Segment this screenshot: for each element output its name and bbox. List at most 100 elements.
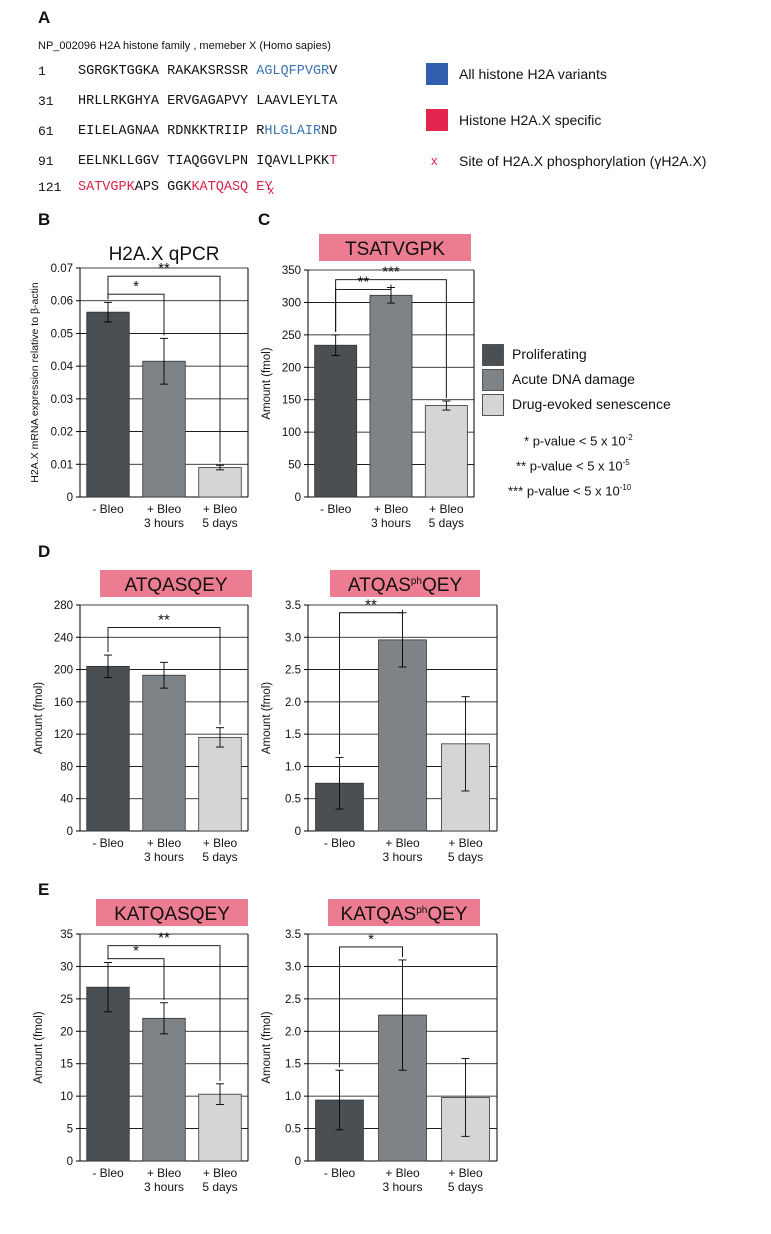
chart-title: ATQASQEY: [124, 575, 227, 596]
y-axis-label: Amount (fmol): [33, 1011, 45, 1083]
y-tick-label: 200: [54, 665, 73, 677]
sig-exp-2: -5: [622, 458, 630, 467]
sig-text-3: p-value < 5 x 10: [526, 483, 620, 499]
sequence-segment: HLGLAIR: [264, 124, 322, 139]
y-tick-label: 0.07: [51, 263, 73, 275]
significance-stars: *: [133, 943, 139, 960]
y-tick-label: 1.0: [285, 1091, 301, 1103]
x-category-label: 3 hours: [144, 850, 184, 864]
bar: [142, 1017, 186, 1162]
x-category-label: + Bleo: [429, 502, 464, 516]
significance-stars: *: [133, 278, 139, 295]
chart-title-part: ATQAS: [348, 575, 411, 596]
chart-title: KATQASphQEY: [341, 904, 468, 925]
x-category-label: 5 days: [202, 1180, 237, 1194]
sequence-segment: EY: [256, 180, 273, 195]
sig-stars-3: ***: [508, 483, 524, 499]
sig-exp-3: -10: [619, 483, 632, 492]
y-tick-label: 0: [295, 826, 301, 838]
y-tick-label: 10: [60, 1091, 73, 1103]
sequence-row: EELNKLLGGV TIAQGGVLPN IQAVLLPKKT: [78, 154, 337, 169]
significance-stars: **: [158, 260, 170, 277]
sequence-header: NP_002096 H2A histone family , memeber X…: [38, 40, 331, 52]
x-category-label: + Bleo: [203, 1166, 238, 1180]
sig-stars-2: **: [516, 458, 527, 474]
chart-title-box: [96, 899, 248, 926]
sig-legend-2: ** p-value < 5 x 10-5: [516, 458, 630, 473]
significance-bracket: [335, 279, 447, 399]
y-tick-label: 25: [60, 994, 73, 1006]
chart-title-part: QEY: [422, 575, 462, 596]
sig-legend-3: *** p-value < 5 x 10-10: [508, 483, 631, 498]
x-category-label: 5 days: [202, 850, 237, 864]
chart-title-superscript: ph: [416, 905, 427, 916]
y-tick-label: 0: [295, 1156, 301, 1168]
chart-title: ATQASphQEY: [348, 575, 463, 596]
x-category-label: + Bleo: [203, 836, 238, 850]
y-tick-label: 280: [54, 600, 73, 612]
x-category-label: + Bleo: [203, 502, 238, 516]
y-tick-label: 20: [60, 1026, 73, 1038]
sequence-segment: SATVGPK: [78, 180, 135, 195]
x-category-label: 3 hours: [382, 1180, 422, 1194]
significance-bracket: [107, 275, 221, 463]
significance-bracket: [339, 609, 403, 755]
y-tick-label: 1.5: [285, 729, 301, 741]
chart-title-box: [319, 234, 471, 261]
sequence-row-number: 61: [38, 124, 54, 139]
legend-phospho-marker: x: [431, 153, 438, 168]
chart-e1: KATQASQEY 0 5 10 15 20 25 30 35 Amount (fmol) - Bl…: [33, 899, 249, 1194]
bar: [198, 467, 242, 498]
y-tick-label: 2.5: [285, 665, 301, 677]
y-tick-label: 0.04: [51, 361, 74, 373]
significance-stars: ***: [382, 264, 400, 281]
y-tick-label: 300: [282, 297, 301, 309]
x-category-label: - Bleo: [92, 502, 124, 516]
x-category-label: 3 hours: [144, 1180, 184, 1194]
y-tick-label: 1.0: [285, 761, 301, 773]
legend-blue-swatch: [426, 63, 448, 85]
sequence-row: EILELAGNAA RDNKKTRIIP RHLGLAIRND: [78, 124, 337, 139]
panel-letter-d: D: [38, 542, 51, 561]
sig-exp-1: -2: [625, 433, 633, 442]
bar: [142, 674, 186, 832]
significance-stars: **: [365, 597, 377, 614]
legend-h2ax-specific: Histone H2A.X specific: [459, 112, 602, 128]
phospho-site-marker: x: [268, 183, 274, 197]
legend-acute-damage: Acute DNA damage: [512, 371, 635, 387]
chart-title-part: QEY: [427, 904, 467, 925]
sequence-segment: KATQASQ: [191, 180, 249, 195]
sequence-segment: HRLLRKGHYA ERVGAGAPVY LAAVLEYLTA: [78, 94, 338, 109]
legend-senescence-swatch: [482, 394, 504, 416]
x-category-label: + Bleo: [147, 836, 182, 850]
chart-d1: ATQASQEY 0 40 80 120 160 200 240 280 Amount (fmol…: [33, 570, 252, 864]
sequence-row: SGRGKTGGKA RAKAKSRSSR AGLQFPVGRV: [78, 64, 337, 79]
chart-title: H2A.X qPCR: [109, 244, 220, 265]
chart-d2: ATQASphQEY 0 0.5 1.0 1.5 2.0 2.5 3.0 3.5 Amount (…: [261, 570, 498, 864]
y-tick-label: 3.5: [285, 929, 301, 941]
sig-stars-1: *: [524, 433, 530, 449]
y-tick-label: 0: [67, 826, 73, 838]
chart-c: TSATVGPK 0 50 100 150 200 250 300 350 Amount (fmo…: [261, 234, 475, 530]
legend-proliferating: Proliferating: [512, 346, 587, 362]
y-tick-label: 3.0: [285, 961, 301, 973]
x-category-label: + Bleo: [385, 836, 420, 850]
chart-title: TSATVGPK: [345, 239, 445, 260]
y-tick-label: 0.06: [51, 296, 73, 308]
y-tick-label: 3.0: [285, 632, 301, 644]
x-category-label: 3 hours: [371, 516, 411, 530]
significance-bracket: [107, 945, 221, 1081]
y-tick-label: 15: [60, 1059, 73, 1071]
y-tick-label: 0.5: [285, 794, 301, 806]
y-tick-label: 80: [60, 761, 73, 773]
legend-red-swatch: [426, 109, 448, 131]
chart-title-box: [100, 570, 252, 597]
x-category-label: - Bleo: [92, 1166, 124, 1180]
panel-letter-c: C: [258, 210, 271, 229]
sequence-row-number: 121: [38, 180, 62, 195]
chart-b: H2A.X qPCR 0 0.01 0.02 0.03 0.04 0.05 0.06 0.07 H…: [29, 244, 249, 530]
x-category-label: + Bleo: [385, 1166, 420, 1180]
y-tick-label: 2.0: [285, 697, 301, 709]
y-tick-label: 250: [282, 330, 301, 342]
y-axis-label: Amount (fmol): [261, 347, 273, 419]
